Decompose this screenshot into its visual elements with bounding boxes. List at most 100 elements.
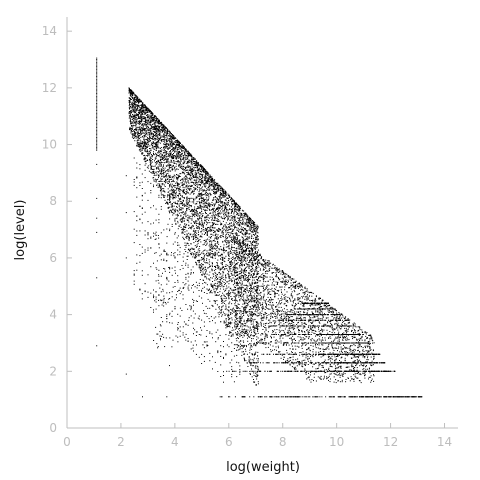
- scatter-point: [140, 145, 142, 147]
- scatter-point: [169, 201, 171, 203]
- scatter-point: [198, 194, 200, 196]
- scatter-point: [198, 267, 200, 269]
- scatter-point: [173, 150, 175, 152]
- scatter-point: [225, 297, 227, 299]
- scatter-point: [144, 154, 145, 156]
- scatter-point: [230, 209, 232, 211]
- scatter-point: [205, 240, 207, 242]
- scatter-point: [216, 189, 218, 191]
- scatter-point: [213, 182, 215, 184]
- scatter-point: [157, 145, 159, 147]
- scatter-point: [187, 161, 189, 163]
- scatter-point: [137, 100, 139, 102]
- scatter-point: [180, 156, 182, 158]
- scatter-point: [241, 288, 243, 290]
- scatter-point: [180, 215, 182, 217]
- scatter-point: [194, 198, 196, 200]
- scatter-point: [238, 317, 240, 319]
- scatter-point: [237, 212, 239, 214]
- scatter-point: [150, 159, 152, 161]
- scatter-point: [150, 131, 152, 133]
- scatter-point: [252, 229, 254, 231]
- scatter-point: [216, 192, 218, 194]
- scatter-point: [200, 271, 202, 273]
- scatter-point: [205, 195, 207, 197]
- scatter-point: [214, 240, 216, 242]
- scatter-point: [230, 215, 232, 217]
- scatter-point: [130, 104, 132, 106]
- scatter-point: [234, 200, 235, 202]
- scatter-point: [130, 127, 132, 129]
- scatter-point: [209, 193, 211, 195]
- scatter-point: [159, 153, 161, 155]
- scatter-point: [193, 179, 195, 181]
- scatter-point: [174, 146, 176, 148]
- scatter-point: [220, 237, 222, 238]
- scatter-point: [172, 180, 174, 182]
- scatter-point: [130, 122, 132, 124]
- scatter-point: [191, 225, 193, 227]
- scatter-point: [153, 127, 155, 129]
- scatter-point: [206, 188, 208, 190]
- scatter-point: [140, 107, 142, 109]
- scatter-point: [193, 199, 195, 200]
- scatter-point: [164, 128, 166, 129]
- scatter-point: [96, 135, 98, 137]
- scatter-point: [185, 205, 187, 207]
- scatter-point: [186, 208, 187, 210]
- scatter-point: [204, 174, 206, 176]
- scatter-point: [194, 245, 196, 247]
- scatter-point: [244, 212, 246, 214]
- scatter-point: [194, 222, 195, 224]
- scatter-point: [230, 206, 232, 208]
- scatter-point: [146, 109, 147, 110]
- scatter-point: [210, 203, 212, 205]
- scatter-point: [138, 143, 140, 145]
- scatter-point: [208, 173, 210, 175]
- scatter-point: [234, 202, 236, 204]
- scatter-point: [186, 158, 188, 160]
- scatter-point: [174, 195, 176, 197]
- scatter-point: [153, 122, 155, 124]
- scatter-point: [96, 57, 98, 59]
- scatter-point: [147, 154, 149, 156]
- scatter-point: [133, 94, 135, 96]
- scatter-point: [175, 144, 177, 146]
- scatter-point: [139, 100, 141, 102]
- scatter-point: [173, 153, 174, 154]
- scatter-point: [210, 216, 212, 218]
- scatter-point: [139, 107, 141, 109]
- scatter-point: [224, 257, 226, 259]
- scatter-point: [146, 115, 148, 116]
- scatter-point: [251, 222, 252, 224]
- scatter-point: [176, 154, 178, 156]
- scatter-point: [204, 261, 206, 263]
- scatter-point: [210, 229, 212, 231]
- scatter-point: [138, 110, 140, 112]
- scatter-point: [254, 248, 256, 250]
- scatter-point: [143, 135, 145, 136]
- scatter-point: [197, 184, 199, 186]
- scatter-point: [202, 197, 203, 199]
- scatter-point: [174, 141, 175, 143]
- scatter-point: [160, 188, 162, 190]
- scatter-point: [208, 252, 210, 254]
- scatter-point: [184, 154, 186, 156]
- scatter-point: [192, 158, 194, 160]
- scatter-point: [201, 224, 203, 226]
- scatter-point: [207, 238, 208, 240]
- scatter-point: [137, 127, 139, 129]
- scatter-point: [252, 338, 254, 340]
- scatter-point: [252, 237, 254, 239]
- scatter-point: [193, 162, 195, 164]
- scatter-point: [207, 227, 209, 228]
- scatter-point: [147, 117, 149, 119]
- scatter-point: [256, 299, 258, 301]
- scatter-point: [229, 236, 231, 238]
- scatter-point: [206, 224, 208, 226]
- scatter-point: [233, 292, 235, 294]
- scatter-point: [241, 292, 243, 294]
- scatter-point: [200, 241, 202, 243]
- scatter-point: [136, 140, 138, 142]
- scatter-point: [208, 180, 209, 182]
